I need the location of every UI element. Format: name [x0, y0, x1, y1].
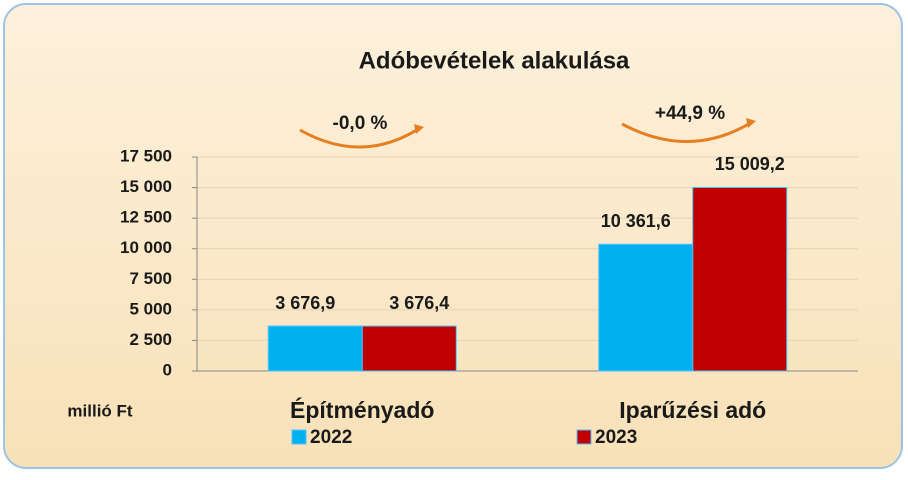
arrow-head [414, 124, 424, 134]
bar [267, 325, 363, 372]
x-tick-label: Építményadó [290, 396, 434, 423]
y-tick-label: 10 000 [120, 238, 172, 257]
y-tick-label: 15 000 [120, 177, 172, 196]
legend-swatch [291, 429, 307, 445]
arrow-arc [621, 120, 753, 143]
y-tick-label: 5 000 [129, 299, 172, 318]
arrow-arc [299, 126, 421, 149]
legend-swatch [576, 429, 592, 445]
x-tick-label: Iparűzési adó [619, 397, 766, 423]
arrow-head [746, 118, 756, 128]
value-label: 3 676,4 [389, 293, 449, 313]
bar [598, 243, 694, 372]
legend-label: 2023 [595, 427, 637, 448]
chart-title: Adóbevételek alakulása [359, 47, 630, 74]
bar [361, 325, 457, 372]
y-tick-label: 17 500 [120, 146, 172, 165]
annotation: +44,9 % [655, 103, 725, 124]
y-tick-label: 7 500 [129, 269, 172, 288]
y-axis-label: millió Ft [67, 401, 133, 420]
annotation: -0,0 % [333, 113, 388, 134]
value-label: 3 676,9 [275, 293, 335, 313]
legend-label: 2022 [310, 427, 352, 448]
bar [692, 186, 788, 372]
y-tick-label: 0 [163, 360, 172, 379]
value-label: 10 361,6 [601, 211, 671, 231]
y-tick-label: 2 500 [129, 330, 172, 349]
y-tick-label: 12 500 [120, 208, 172, 227]
value-label: 15 009,2 [715, 154, 785, 174]
